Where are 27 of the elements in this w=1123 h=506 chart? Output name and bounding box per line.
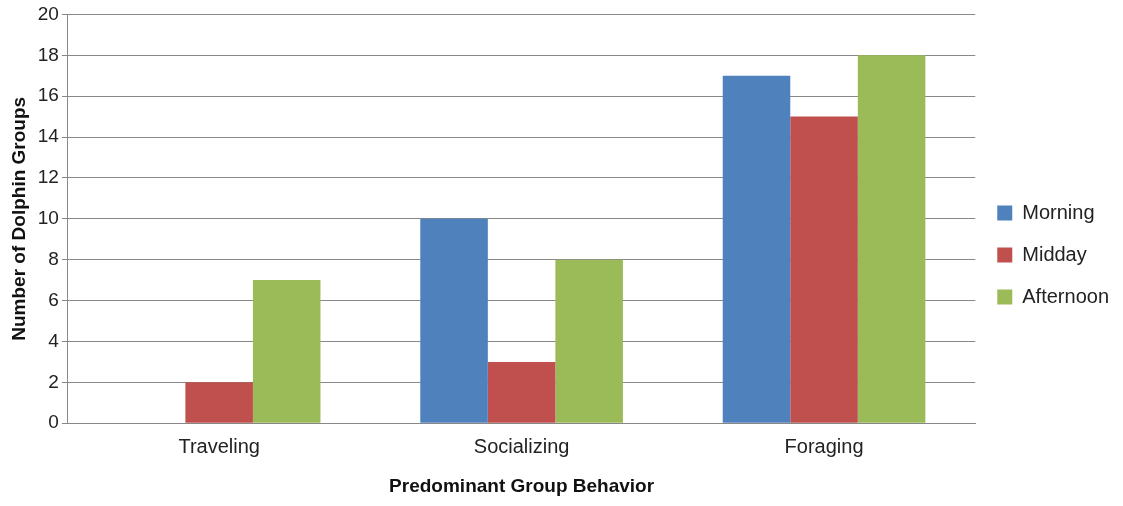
y-tick-label: 14 (37, 125, 60, 147)
x-tick-label: Socializing (473, 434, 570, 457)
y-tick-label: 4 (48, 329, 60, 351)
bar (420, 218, 488, 423)
y-tick-label: 2 (48, 370, 59, 392)
y-tick-label: 18 (37, 43, 59, 65)
x-tick-label: Foraging (784, 434, 864, 457)
y-tick-label: 0 (48, 411, 59, 433)
bar (555, 259, 623, 423)
bar (185, 382, 253, 423)
legend-label: Afternoon (1022, 284, 1110, 307)
y-tick-label: 16 (37, 84, 59, 106)
y-tick-label: 12 (37, 166, 59, 188)
y-tick-label: 6 (48, 288, 59, 310)
bar (487, 361, 556, 423)
legend-label: Morning (1022, 200, 1095, 223)
y-axis-title: Number of Dolphin Groups (7, 96, 29, 341)
x-axis-title: Predominant Group Behavior (389, 474, 655, 496)
y-tick-label: 20 (37, 2, 59, 24)
legend-label: Midday (1022, 242, 1087, 265)
y-tick-label: 8 (48, 247, 59, 269)
bar (722, 75, 791, 423)
bar (252, 280, 321, 423)
bar (857, 55, 926, 423)
y-tick-label: 10 (37, 207, 59, 229)
x-tick-label: Traveling (178, 434, 260, 457)
bar (790, 116, 858, 423)
